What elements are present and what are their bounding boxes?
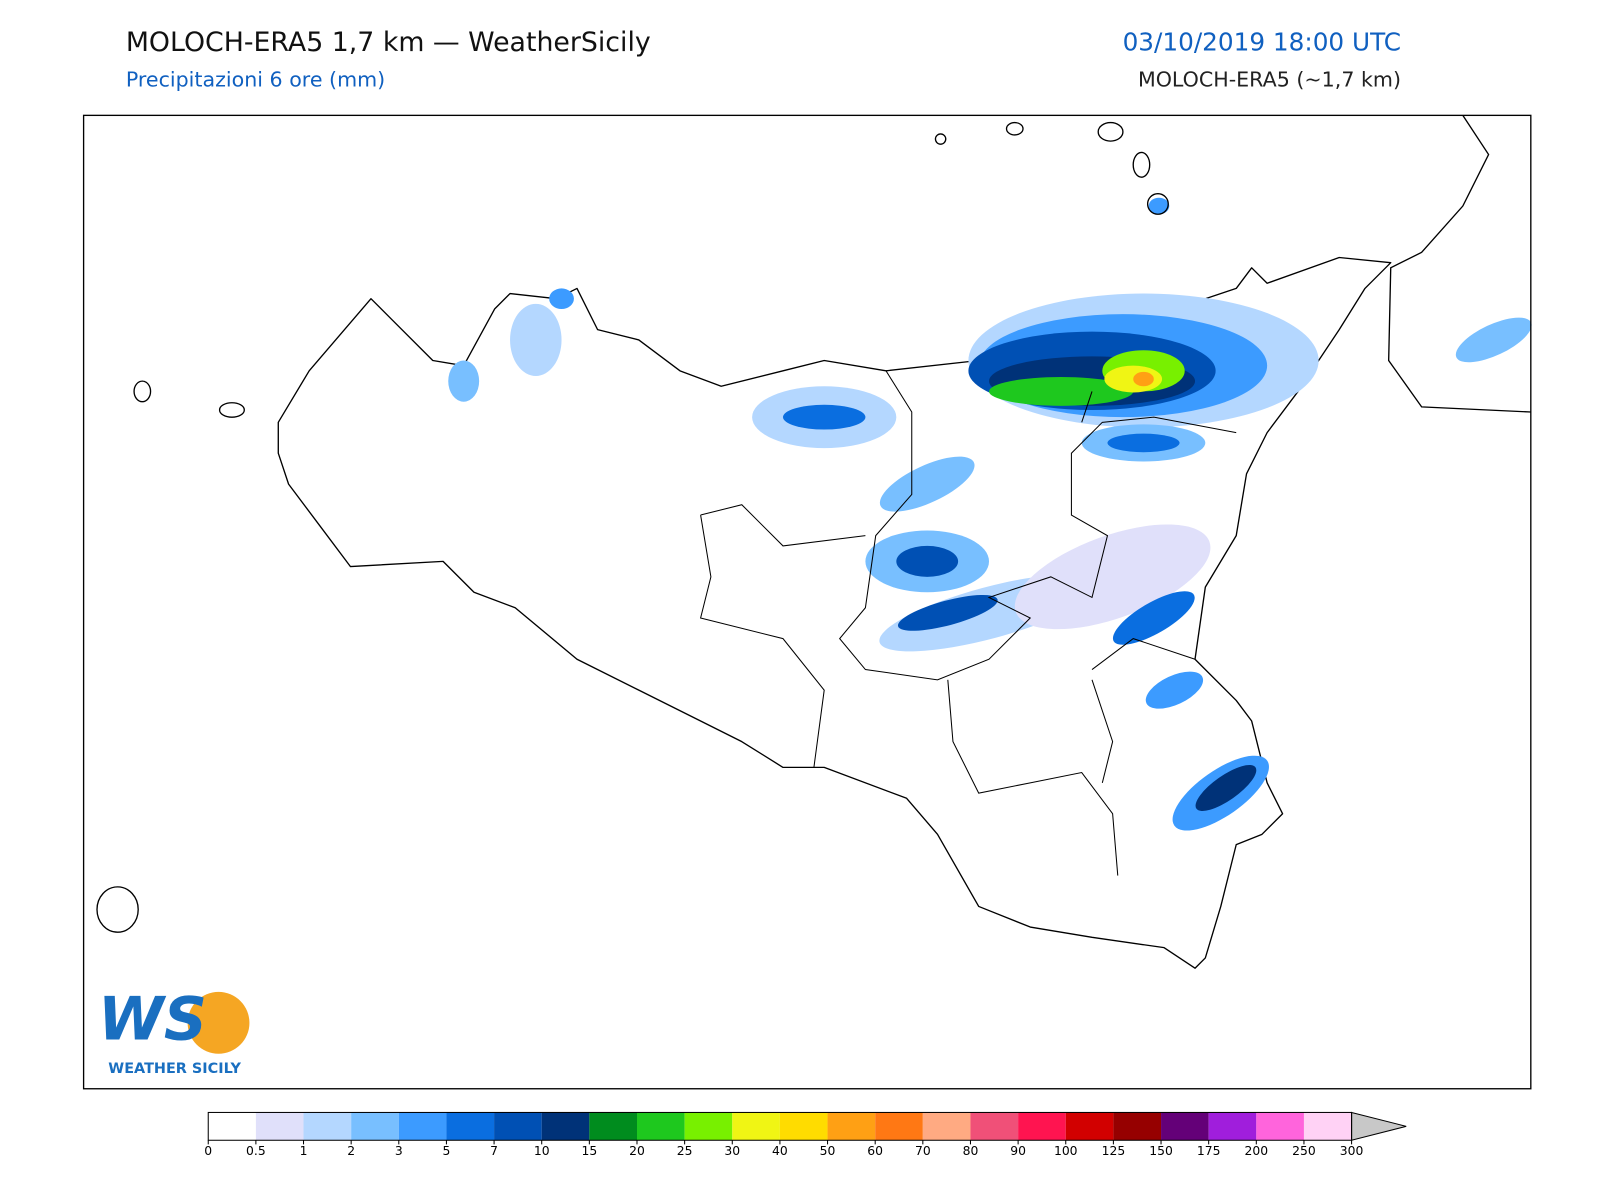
colorbar-tick-label: 90 [1010, 1144, 1026, 1158]
colorbar-tick-label: 30 [724, 1144, 740, 1158]
colorbar-segment [1303, 1112, 1352, 1141]
calabria-coastline [1387, 114, 1531, 413]
colorbar-segment [922, 1112, 971, 1141]
model-label: MOLOCH-ERA5 (~1,7 km) [1138, 67, 1401, 91]
colorbar-segment [1018, 1112, 1066, 1141]
colorbar-tick-label: 3 [395, 1144, 403, 1158]
colorbar-segment [970, 1112, 1019, 1141]
colorbar-segment [827, 1112, 876, 1141]
colorbar-tick-label: 100 [1054, 1144, 1078, 1158]
islands [96, 121, 1169, 933]
colorbar-tick-label: 150 [1149, 1144, 1173, 1158]
colorbar-tick-label: 60 [867, 1144, 883, 1158]
colorbar-segment [1065, 1112, 1114, 1141]
colorbar: 0 0.5 1 2 3 5 7 10 15 20 25 30 40 50 60 70 80 90 100 125 150… [204, 1111, 1407, 1158]
colorbar-segment [303, 1112, 352, 1141]
colorbar-tick-label: 0.5 [246, 1144, 266, 1158]
colorbar-segment [208, 1112, 256, 1141]
precipitation [448, 197, 1532, 831]
colorbar-tick-label: 175 [1197, 1144, 1221, 1158]
colorbar-segment [398, 1112, 447, 1141]
colorbar-tick-label: 5 [443, 1144, 451, 1158]
map [82, 114, 1532, 1090]
colorbar-segment [779, 1112, 828, 1141]
colorbar-tick-label: 40 [772, 1144, 788, 1158]
colorbar-tick-label: 125 [1102, 1144, 1126, 1158]
colorbar-segment [732, 1112, 780, 1141]
logo-name: WEATHER SICILY [108, 1061, 241, 1077]
colorbar-segment [684, 1112, 733, 1141]
colorbar-segment [1113, 1112, 1162, 1141]
colorbar-tick-label: 0 [204, 1144, 212, 1158]
colorbar-tick-label: 80 [963, 1144, 979, 1158]
date: 03/10/2019 18:00 UTC [1123, 27, 1401, 56]
colorbar-segment [1208, 1112, 1257, 1141]
colorbar-tick-label: 70 [915, 1144, 931, 1158]
subtitle: Precipitazioni 6 ore (mm) [126, 67, 385, 91]
province-borders [699, 370, 1237, 876]
map-frame [82, 114, 1532, 1090]
colorbar-segment [1256, 1112, 1304, 1141]
colorbar-tick-label: 25 [677, 1144, 693, 1158]
colorbar-segment [255, 1112, 304, 1141]
colorbar-segment [541, 1112, 590, 1141]
colorbar-tick-label: 300 [1340, 1144, 1364, 1158]
colorbar-tick-label: 15 [581, 1144, 597, 1158]
colorbar-segment [589, 1112, 637, 1141]
colorbar-segment [446, 1112, 495, 1141]
colorbar-extend [1351, 1111, 1407, 1141]
title: MOLOCH-ERA5 1,7 km — WeatherSicily [126, 27, 651, 58]
colorbar-tick-label: 20 [629, 1144, 645, 1158]
colorbar-tick-label: 10 [534, 1144, 550, 1158]
logo-sun [187, 991, 250, 1054]
logo: WS WEATHER SICILY [98, 985, 250, 1077]
colorbar-segment [1161, 1112, 1209, 1141]
logo-mark: WS [98, 985, 207, 1054]
colorbar-segment [494, 1112, 542, 1141]
colorbar-tick-label: 50 [820, 1144, 836, 1158]
colorbar-tick-label: 1 [300, 1144, 308, 1158]
colorbar-tick-label: 250 [1292, 1144, 1316, 1158]
colorbar-segment [636, 1112, 685, 1141]
colorbar-segment [351, 1112, 399, 1141]
colorbar-tick-label: 200 [1245, 1144, 1269, 1158]
colorbar-tick-label: 7 [490, 1144, 498, 1158]
colorbar-segment [875, 1112, 923, 1141]
colorbar-tick-label: 2 [347, 1144, 355, 1158]
